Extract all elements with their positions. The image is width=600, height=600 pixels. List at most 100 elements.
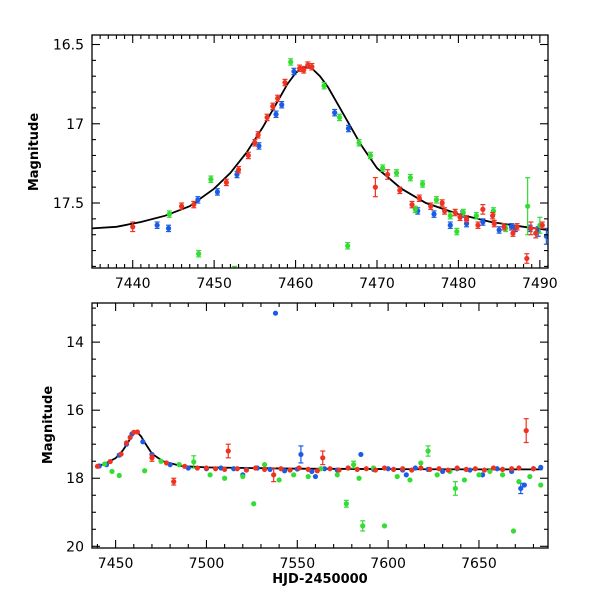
data-point	[207, 472, 213, 478]
data-point	[407, 175, 413, 181]
data-point	[127, 434, 133, 441]
data-point	[222, 475, 228, 481]
data-point	[384, 171, 391, 178]
data-point	[476, 472, 482, 478]
data-point	[372, 467, 379, 473]
plot-area	[92, 58, 548, 268]
data-point	[452, 209, 458, 216]
data-point	[523, 428, 529, 434]
data-point	[457, 214, 463, 220]
data-point	[332, 110, 338, 116]
data-point	[445, 467, 451, 473]
data-point	[278, 466, 284, 472]
data-point	[149, 455, 155, 461]
data-point	[191, 459, 197, 465]
data-point	[447, 213, 453, 219]
data-point	[454, 228, 460, 235]
data-point	[276, 477, 282, 483]
x-tick-label: 7470	[359, 276, 395, 292]
data-point	[116, 472, 122, 479]
data-point	[166, 211, 172, 217]
data-point	[425, 448, 431, 454]
data-point	[463, 466, 469, 472]
data-point	[212, 466, 219, 472]
model-curve	[92, 65, 548, 231]
data-point	[203, 465, 210, 471]
y-tick-label: 16	[66, 403, 84, 419]
data-point	[491, 221, 497, 227]
data-point	[165, 225, 172, 231]
data-point	[508, 224, 514, 230]
data-point	[245, 152, 251, 159]
data-point	[496, 227, 502, 233]
data-point	[243, 467, 250, 473]
data-point	[514, 224, 520, 230]
top-y-axis-label: Magnitude	[27, 113, 42, 192]
y-tick-label: 14	[66, 335, 84, 351]
data-point	[524, 255, 530, 262]
data-point	[480, 206, 486, 212]
data-point	[538, 464, 544, 470]
plot-area	[94, 310, 544, 534]
data-point	[291, 472, 297, 478]
data-point	[234, 466, 240, 472]
data-point	[499, 472, 506, 478]
data-point	[255, 132, 261, 138]
data-point	[305, 473, 311, 480]
top-panel-peak-zoom: 7440 7450 7460 7470 7480 7490 16.5 17 17.5	[53, 34, 558, 292]
bottom-y-axis-label: Magnitude	[41, 386, 56, 465]
series-0	[96, 310, 544, 495]
data-point	[196, 251, 202, 257]
x-tick-label: 7450	[196, 276, 232, 292]
data-point	[409, 467, 415, 473]
data-point	[516, 465, 522, 471]
data-point	[394, 473, 400, 480]
data-point	[393, 170, 400, 176]
data-point	[400, 466, 406, 472]
data-point	[240, 473, 246, 480]
data-point	[208, 176, 214, 182]
x-tick-label: 7460	[278, 276, 314, 292]
data-point	[261, 466, 268, 472]
data-point	[301, 67, 307, 73]
x-tick-label: 7440	[115, 276, 151, 292]
data-point	[309, 64, 315, 70]
data-point	[436, 466, 442, 472]
data-point	[297, 65, 303, 71]
data-point	[271, 472, 277, 478]
data-point	[194, 465, 200, 471]
data-point	[231, 466, 237, 472]
data-point	[130, 224, 136, 230]
data-point	[479, 472, 486, 478]
data-point	[336, 114, 343, 121]
data-point	[287, 467, 293, 473]
data-point	[321, 466, 328, 472]
data-point	[296, 465, 302, 471]
data-point	[163, 460, 170, 466]
y-tick-label: 17.5	[53, 196, 84, 212]
data-point	[516, 479, 522, 485]
series-0	[154, 67, 548, 245]
data-point	[475, 222, 481, 228]
data-point	[461, 477, 468, 483]
data-point	[447, 222, 453, 228]
data-point	[431, 211, 437, 217]
data-point	[123, 440, 130, 446]
data-point	[272, 310, 279, 316]
data-point	[518, 485, 524, 492]
data-point	[510, 230, 516, 236]
series-1	[166, 58, 543, 268]
data-point	[134, 429, 141, 435]
data-point	[343, 501, 349, 507]
data-point	[334, 472, 340, 478]
data-point	[261, 462, 268, 468]
data-point	[416, 195, 422, 201]
y-tick-label: 18	[66, 471, 84, 487]
x-tick-label: 7500	[189, 556, 225, 572]
data-point	[528, 225, 534, 231]
data-point	[473, 213, 479, 219]
data-point	[454, 465, 460, 471]
data-point	[102, 461, 108, 467]
data-point	[327, 466, 333, 472]
data-point	[171, 479, 177, 485]
